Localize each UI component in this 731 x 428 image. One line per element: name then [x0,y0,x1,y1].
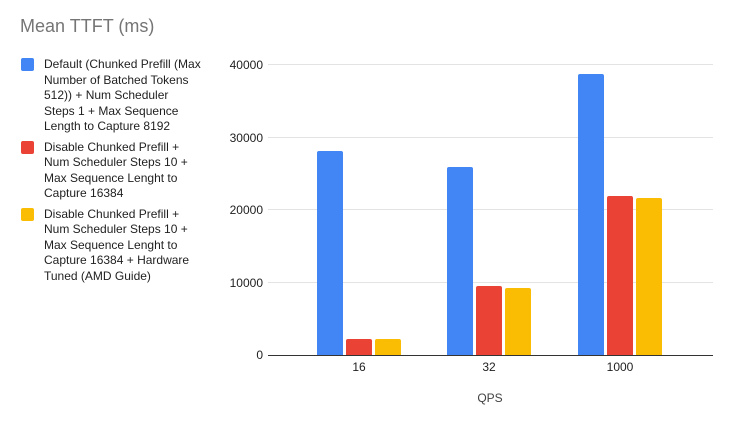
x-tick-label: 16 [352,360,366,374]
gridline-10000 [268,281,713,283]
bar-series3-qps1000 [636,198,662,355]
bar-series1-qps32 [447,166,473,355]
bar-series2-qps32 [476,286,502,355]
x-axis-title: QPS [477,391,503,405]
legend-label: Disable Chunked Prefill + Num Scheduler … [44,139,188,201]
legend-swatch-icon [21,207,34,221]
legend-swatch-icon [21,140,34,154]
x-tick-label: 32 [482,360,496,374]
bar-series2-qps1000 [607,196,633,355]
y-tick-label: 10000 [229,275,263,290]
legend-label: Default (Chunked Prefill (Max Number of … [44,57,201,133]
gridline-40000 [268,64,713,65]
legend: Default (Chunked Prefill (Max Number of … [21,57,201,289]
bar-series1-qps16 [317,150,343,355]
gridline-20000 [268,209,713,210]
legend-swatch-icon [21,58,34,71]
plot-area [268,64,713,356]
bar-series3-qps16 [375,339,401,355]
legend-label: Disable Chunked Prefill + Num Scheduler … [44,206,190,283]
bar-series1-qps1000 [578,73,604,355]
x-tick-label: 1000 [606,360,634,374]
legend-item-1: Default (Chunked Prefill (Max Number of … [21,57,201,135]
gridline-30000 [268,136,713,138]
bar-series3-qps32 [505,287,531,355]
chart-title: Mean TTFT (ms) [20,16,155,36]
legend-item-2: Disable Chunked Prefill + Num Scheduler … [21,140,201,202]
y-tick-label: 20000 [229,203,263,217]
y-tick-label: 0 [256,348,263,362]
legend-item-3: Disable Chunked Prefill + Num Scheduler … [21,207,201,285]
bar-series2-qps16 [346,339,372,355]
y-tick-label: 40000 [229,58,263,72]
y-tick-label: 30000 [229,130,263,145]
